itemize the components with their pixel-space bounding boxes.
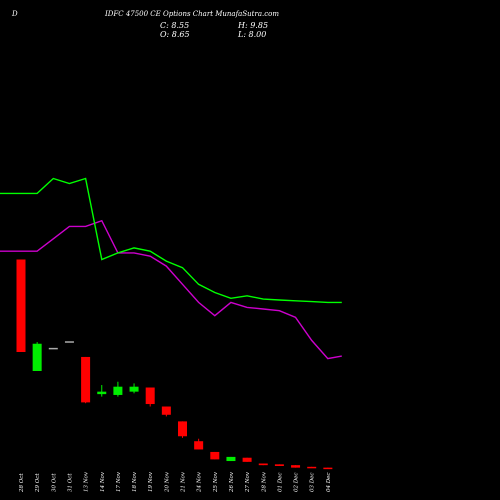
candle-body (323, 467, 333, 470)
chart-prefix: D (12, 10, 18, 18)
x-tick-label: 29 Oct (35, 473, 41, 493)
candle-body (194, 441, 204, 450)
candle-body (178, 421, 187, 437)
ma-long-line (0, 219, 342, 360)
chart-title: IDFC 47500 CE Options Chart MunafaSutra.… (105, 10, 279, 18)
candle-body (161, 406, 171, 415)
x-tick-label: 02 Dec (294, 473, 300, 493)
candle-body (258, 463, 268, 466)
candle-body (81, 356, 91, 403)
x-tick-label: 27 Nov (245, 471, 251, 493)
x-tick-label: 17 Nov (116, 471, 122, 492)
x-tick-label: 13 Nov (84, 471, 90, 492)
x-tick-label: 14 Nov (100, 471, 106, 492)
ohlc-open: O: 8.65 (160, 30, 190, 39)
x-tick-label: 26 Nov (229, 471, 235, 493)
candle-body (226, 456, 236, 462)
candle-body (242, 457, 252, 462)
candle-body (97, 391, 107, 395)
x-tick-label: 31 Oct (67, 473, 73, 492)
ma-short-line (0, 177, 342, 304)
x-tick-label: 19 Nov (148, 471, 154, 492)
ohlc-high: H: 9.85 (238, 21, 269, 30)
candle-body (32, 343, 42, 371)
candle-body (307, 466, 317, 469)
candle-body (291, 465, 301, 468)
candle-body (113, 386, 123, 395)
x-tick-label: 01 Dec (277, 473, 283, 493)
x-tick-label: 04 Dec (326, 473, 332, 493)
candle-body (16, 259, 26, 352)
x-tick-label: 03 Dec (310, 473, 316, 493)
candle-body (48, 347, 58, 350)
candle-body (64, 341, 74, 343)
x-tick-label: 24 Nov (197, 471, 203, 493)
ohlc-close: C: 8.55 (160, 21, 190, 30)
ohlc-low: L: 8.00 (238, 30, 267, 39)
candle-body (274, 464, 284, 466)
x-tick-label: 21 Nov (181, 471, 187, 493)
x-tick-label: 18 Nov (132, 471, 138, 492)
candle-body (210, 451, 220, 460)
x-tick-label: 30 Oct (51, 473, 57, 492)
candle-body (145, 387, 155, 405)
x-tick-label: 28 Nov (261, 471, 267, 493)
x-tick-label: 28 Oct (19, 473, 25, 493)
x-tick-label: 20 Nov (164, 471, 170, 493)
candle-body (129, 386, 139, 392)
x-tick-label: 25 Nov (213, 471, 219, 493)
